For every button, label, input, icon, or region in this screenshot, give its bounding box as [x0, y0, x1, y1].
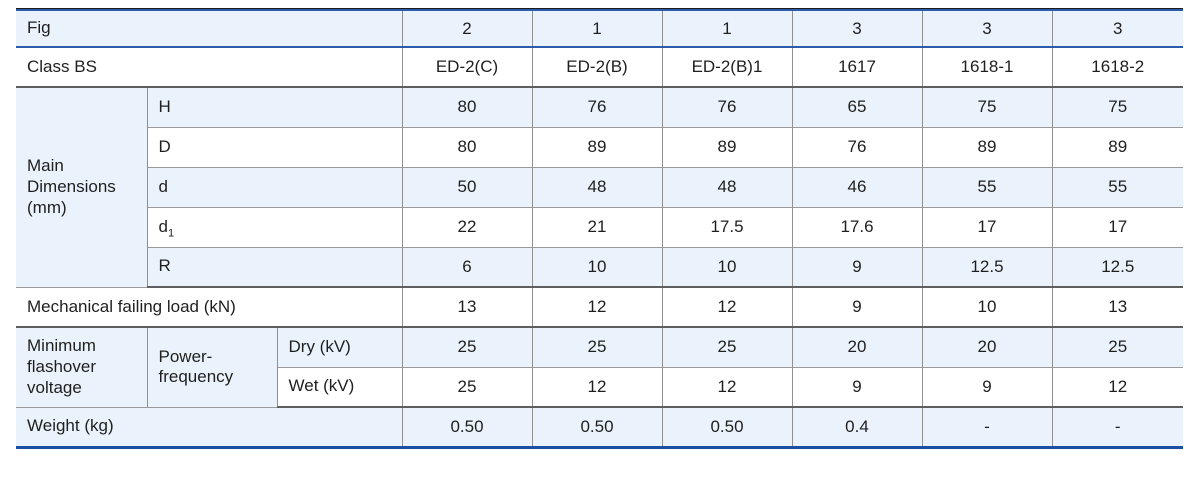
table-cell: 3: [921, 9, 1053, 48]
table-cell: ED-2(B): [531, 47, 663, 88]
table-cell: 12: [531, 367, 663, 408]
table-cell: 12: [661, 367, 793, 408]
table-cell: 46: [791, 167, 923, 208]
row-fig: Fig 2 1 1 3 3 3: [16, 9, 1183, 48]
row-label-main-dimensions: Main Dimensions (mm): [16, 87, 148, 288]
table-cell: -: [921, 407, 1053, 449]
table-cell: 12.5: [921, 247, 1053, 288]
insulator-spec-table: Fig 2 1 1 3 3 3 Class BS ED-2(C) ED-2(B)…: [16, 9, 1183, 449]
table-cell: 25: [401, 327, 533, 368]
row-label-dry: Dry (kV): [276, 327, 403, 368]
table-cell: 12.5: [1051, 247, 1183, 288]
row-class-bs: Class BS ED-2(C) ED-2(B) ED-2(B)1 1617 1…: [16, 47, 1183, 88]
table-cell: -: [1051, 407, 1183, 449]
row-label-dim-d1: d1: [146, 207, 403, 248]
table-cell: 50: [401, 167, 533, 208]
row-dim-d1: d1 22 21 17.5 17.6 17 17: [16, 207, 1183, 248]
table-cell: 21: [531, 207, 663, 248]
table-cell: 75: [921, 87, 1053, 128]
table-cell: 17.6: [791, 207, 923, 248]
table-cell: 55: [921, 167, 1053, 208]
dim-d1-base: d: [158, 216, 168, 236]
table-cell: 20: [921, 327, 1053, 368]
row-dim-h: Main Dimensions (mm) H 80 76 76 65 75 75: [16, 87, 1183, 288]
table-cell: 76: [661, 87, 793, 128]
table-cell: 10: [531, 247, 663, 288]
row-dim-d-cap: D 80 89 89 76 89 89: [16, 127, 1183, 168]
table-cell: 25: [401, 367, 533, 408]
row-flashover-dry: Minimum flashover voltage Power-frequenc…: [16, 327, 1183, 408]
table-cell: 3: [791, 9, 923, 48]
row-label-min-flashover: Minimum flashover voltage: [16, 327, 148, 408]
table-cell: 89: [531, 127, 663, 168]
table-cell: 2: [401, 9, 533, 48]
row-dim-d: d 50 48 48 46 55 55: [16, 167, 1183, 208]
row-label-fig: Fig: [16, 9, 403, 48]
table-cell: 55: [1051, 167, 1183, 208]
table-cell: 13: [401, 287, 533, 328]
table-cell: 22: [401, 207, 533, 248]
table-cell: 48: [531, 167, 663, 208]
table-cell: 12: [1051, 367, 1183, 408]
table-cell: 0.50: [401, 407, 533, 449]
table-cell: 12: [531, 287, 663, 328]
table-cell: 25: [531, 327, 663, 368]
row-label-mechanical-load: Mechanical failing load (kN): [16, 287, 403, 328]
table-cell: 0.50: [661, 407, 793, 449]
row-weight: Weight (kg) 0.50 0.50 0.50 0.4 - -: [16, 407, 1183, 449]
row-dim-r: R 6 10 10 9 12.5 12.5: [16, 247, 1183, 288]
table-cell: 80: [401, 127, 533, 168]
row-label-dim-d-cap: D: [146, 127, 403, 168]
row-label-dim-h: H: [146, 87, 403, 128]
table-cell: 80: [401, 87, 533, 128]
table-cell: 10: [921, 287, 1053, 328]
table-cell: ED-2(C): [401, 47, 533, 88]
table-cell: 20: [791, 327, 923, 368]
table-cell: 9: [921, 367, 1053, 408]
table-cell: 17: [1051, 207, 1183, 248]
table-cell: 75: [1051, 87, 1183, 128]
row-label-power-frequency: Power-frequency: [146, 327, 278, 408]
table-cell: 1618-2: [1051, 47, 1183, 88]
table-cell: 89: [1051, 127, 1183, 168]
table-cell: 12: [661, 287, 793, 328]
table-cell: 3: [1051, 9, 1183, 48]
table-cell: 25: [1051, 327, 1183, 368]
table-cell: 10: [661, 247, 793, 288]
row-label-dim-r: R: [146, 247, 403, 288]
table-cell: 1: [661, 9, 793, 48]
table-cell: 25: [661, 327, 793, 368]
row-mechanical-load: Mechanical failing load (kN) 13 12 12 9 …: [16, 287, 1183, 328]
dim-d1-subscript: 1: [167, 227, 175, 240]
row-label-wet: Wet (kV): [276, 367, 403, 408]
table-cell: 9: [791, 287, 923, 328]
row-label-weight: Weight (kg): [16, 407, 403, 449]
table-cell: 17.5: [661, 207, 793, 248]
table-cell: 1: [531, 9, 663, 48]
row-label-dim-d: d: [146, 167, 403, 208]
row-flashover-wet: Wet (kV) 25 12 12 9 9 12: [16, 367, 1183, 408]
table-cell: 17: [921, 207, 1053, 248]
table-cell: 1617: [791, 47, 923, 88]
table-cell: 9: [791, 247, 923, 288]
table-cell: 48: [661, 167, 793, 208]
spec-table: Fig 2 1 1 3 3 3 Class BS ED-2(C) ED-2(B)…: [16, 8, 1183, 449]
table-cell: 13: [1051, 287, 1183, 328]
table-cell: 6: [401, 247, 533, 288]
table-cell: 0.50: [531, 407, 663, 449]
table-cell: ED-2(B)1: [661, 47, 793, 88]
table-cell: 89: [921, 127, 1053, 168]
row-label-class-bs: Class BS: [16, 47, 403, 88]
table-cell: 0.4: [791, 407, 923, 449]
table-cell: 76: [531, 87, 663, 128]
table-cell: 1618-1: [921, 47, 1053, 88]
table-cell: 89: [661, 127, 793, 168]
table-cell: 65: [791, 87, 923, 128]
table-cell: 9: [791, 367, 923, 408]
table-cell: 76: [791, 127, 923, 168]
